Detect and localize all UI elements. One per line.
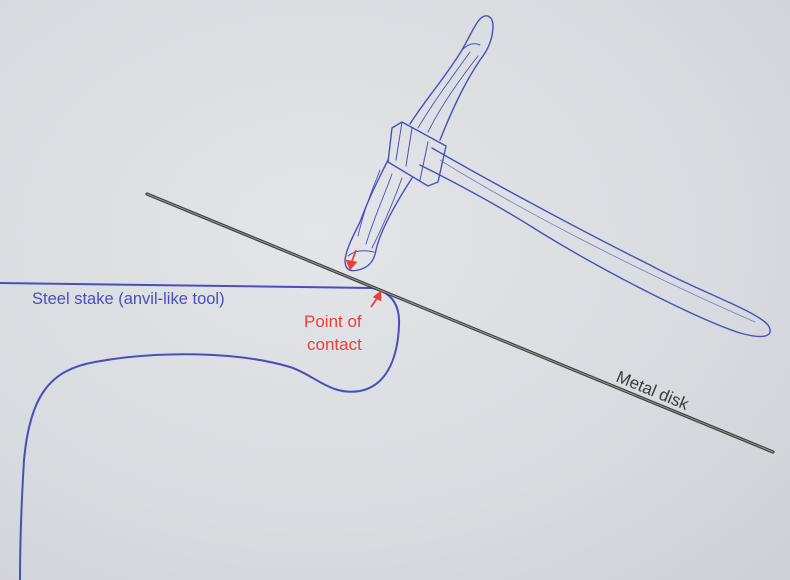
stake-label: Steel stake (anvil-like tool) bbox=[32, 290, 225, 308]
hammer-icon bbox=[344, 15, 771, 338]
contact-arrow-icon bbox=[370, 290, 382, 308]
contact-label-line2: contact bbox=[307, 335, 362, 354]
arrow-icon bbox=[345, 249, 358, 271]
contact-label-line1: Point of bbox=[304, 312, 362, 331]
disk-icon bbox=[145, 192, 775, 454]
stake-icon bbox=[0, 282, 401, 580]
